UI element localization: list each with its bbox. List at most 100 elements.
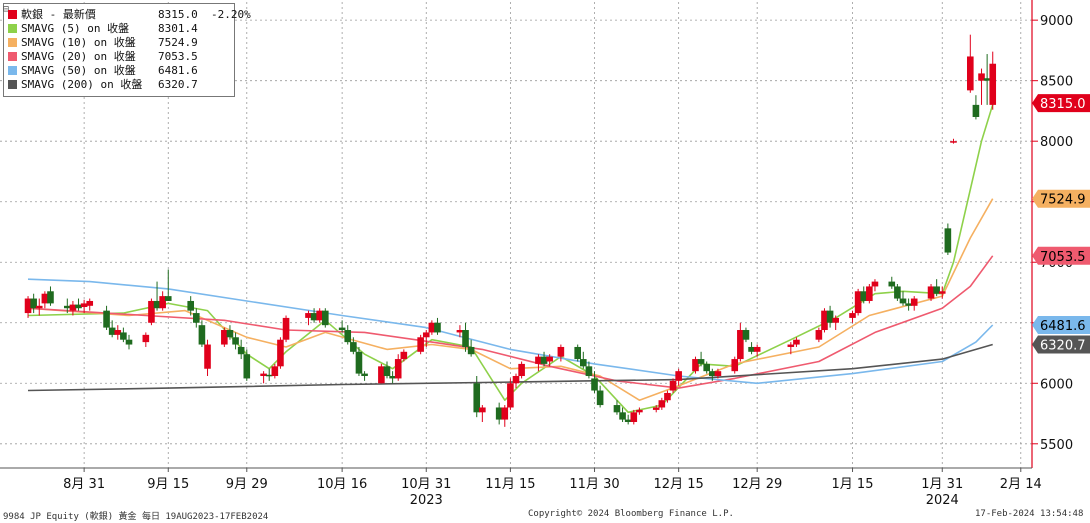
candle-down (619, 407, 626, 423)
candle-down (473, 376, 481, 418)
candle-down (467, 339, 475, 357)
candle-body (237, 346, 245, 355)
x-tick-label: 11月 15 (485, 477, 535, 492)
candle-body (114, 330, 122, 335)
candle-down (624, 414, 632, 425)
candle-body (933, 286, 940, 294)
candle-body (832, 317, 839, 323)
candle-body (938, 291, 946, 294)
candle-up (636, 407, 643, 415)
sma-10-line (27, 198, 994, 401)
candle-body (344, 330, 352, 343)
candle-body (164, 296, 172, 301)
candle-down (613, 400, 621, 415)
candle-body (316, 310, 323, 321)
candle-body (630, 412, 638, 423)
candle-up (938, 286, 946, 299)
candle-body (737, 330, 744, 360)
x-tick-label: 9月 29 (226, 477, 268, 492)
candle-down (894, 284, 901, 301)
candle-up (557, 344, 565, 362)
candle-up (669, 378, 677, 393)
candle-body (658, 400, 666, 408)
legend-value: 8301.4 (158, 22, 198, 35)
candle-up (910, 296, 918, 311)
candle-body (697, 359, 705, 364)
candle-body (983, 78, 991, 81)
x-tick-label: 9月 15 (147, 477, 189, 492)
candle-up (978, 68, 985, 105)
candle-body (703, 363, 710, 372)
candle-body (636, 409, 643, 413)
collapse-icon[interactable]: ⊟ (3, 4, 10, 15)
y-tick-label: 8000 (1040, 135, 1073, 150)
candle-body (394, 359, 402, 379)
candle-body (193, 313, 200, 323)
candle-up (305, 310, 312, 326)
candle-down (495, 402, 503, 425)
legend-label: 軟銀 - 最新價 (21, 8, 96, 21)
legend-label: SMAVG (5) on 收盤 (21, 22, 130, 35)
candle-up (221, 327, 228, 347)
candle-body (978, 73, 985, 81)
candle-body (305, 313, 312, 318)
candle-up (400, 349, 408, 362)
legend-value: 8315.0 -2.20% (158, 8, 251, 21)
candle-body (479, 407, 486, 413)
candle-down (75, 298, 82, 311)
candle-body (221, 330, 228, 345)
candle-down (226, 325, 234, 340)
legend-value: 6320.7 (158, 78, 198, 91)
last-value-tag-shape (1032, 189, 1090, 208)
candle-body (30, 298, 37, 309)
candle-down (697, 351, 705, 367)
candle-down (361, 371, 368, 381)
candle-body (557, 346, 565, 357)
candle-body (243, 354, 251, 379)
candle-down (310, 308, 318, 323)
candle-down (198, 320, 206, 347)
candle-body (80, 303, 88, 308)
last-value-tags: 8315.0 7524.9 7053.5 6481.6 6320.7 (1032, 94, 1090, 354)
legend-swatch (8, 38, 17, 47)
candle-body (546, 356, 553, 362)
candle-down (972, 95, 980, 120)
candle-body (462, 330, 469, 347)
candle-body (821, 310, 828, 331)
candle-up (950, 138, 957, 144)
x-tick-label: 11月 30 (569, 477, 619, 492)
candle-down (30, 293, 37, 314)
candle-down (193, 308, 200, 328)
candle-up (501, 405, 509, 427)
candle-body (277, 339, 284, 367)
candle-down (338, 320, 346, 333)
candle-down (826, 305, 834, 328)
candle-down (462, 322, 469, 352)
candle-down (389, 371, 396, 384)
footer-timestamp: 17-Feb-2024 13:54:48 (975, 509, 1084, 519)
candle-up (787, 342, 795, 355)
candle-up (518, 361, 525, 379)
candle-down (860, 286, 868, 304)
candle-down (983, 54, 991, 105)
x-tick-label: 12月 29 (732, 477, 782, 492)
legend-label: SMAVG (200) on 收盤 (21, 78, 143, 91)
candle-body (585, 366, 593, 377)
candle-down (905, 298, 912, 311)
candle-down (709, 368, 716, 381)
candle-body (692, 359, 699, 372)
candle-body (849, 313, 856, 318)
y-tick-label: 8500 (1040, 75, 1073, 90)
candle-up (204, 339, 211, 377)
candle-down (265, 368, 273, 381)
legend-item-sma10: SMAVG (10) on 收盤 7524.9 (8, 36, 198, 49)
candle-body (338, 327, 346, 331)
candle-down (47, 286, 54, 306)
candle-down (125, 334, 133, 350)
candle-body (24, 298, 32, 314)
candle-down (383, 361, 391, 379)
candle-body (967, 56, 974, 91)
candle-up (652, 405, 660, 413)
candle-up (927, 284, 935, 301)
candle-up (316, 308, 323, 323)
